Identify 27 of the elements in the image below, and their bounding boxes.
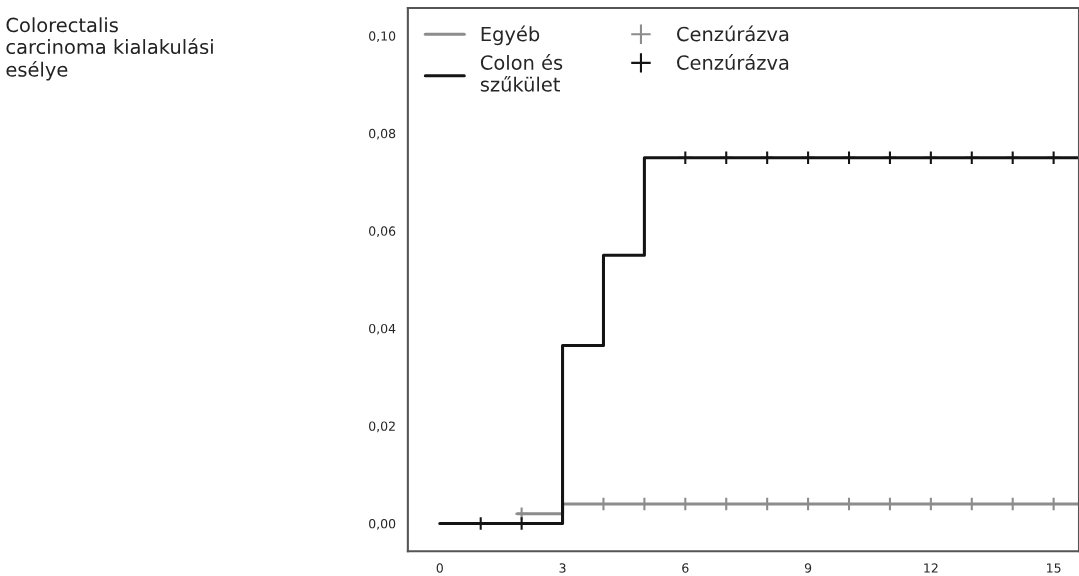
y-tick-label: 0,02 [369, 421, 395, 433]
legend-label: Egyéb [481, 25, 540, 46]
point [841, 150, 857, 165]
x-tick-label: 6 [682, 563, 689, 573]
x-tick-label: 3 [559, 563, 566, 573]
point [800, 150, 816, 165]
text: Colorectalis carcinoma kialakulási esélye [6, 17, 213, 81]
legend-label: Colon és szűkület [480, 54, 563, 92]
point [718, 150, 734, 165]
x-tick-label: 12 [924, 563, 938, 573]
point [964, 150, 980, 165]
legend-label: Cenzúrázva [677, 25, 789, 42]
point [882, 150, 898, 165]
y-tick-label: 0,04 [369, 323, 396, 335]
legend-label: Cenzúrázva [677, 54, 789, 70]
point [923, 150, 939, 165]
point [1046, 150, 1061, 165]
y-tick-label: 0,10 [369, 31, 396, 43]
x-tick-label: 9 [804, 563, 812, 573]
point [678, 150, 693, 165]
y-tick-label: 0,00 [369, 518, 396, 530]
x-tick-label: 15 [1047, 563, 1061, 573]
y-tick-label: 0,06 [369, 226, 396, 238]
point [759, 150, 775, 165]
x-tick-label: 0 [436, 563, 443, 573]
point [1005, 150, 1020, 165]
y-tick-label: 0,08 [369, 128, 396, 140]
